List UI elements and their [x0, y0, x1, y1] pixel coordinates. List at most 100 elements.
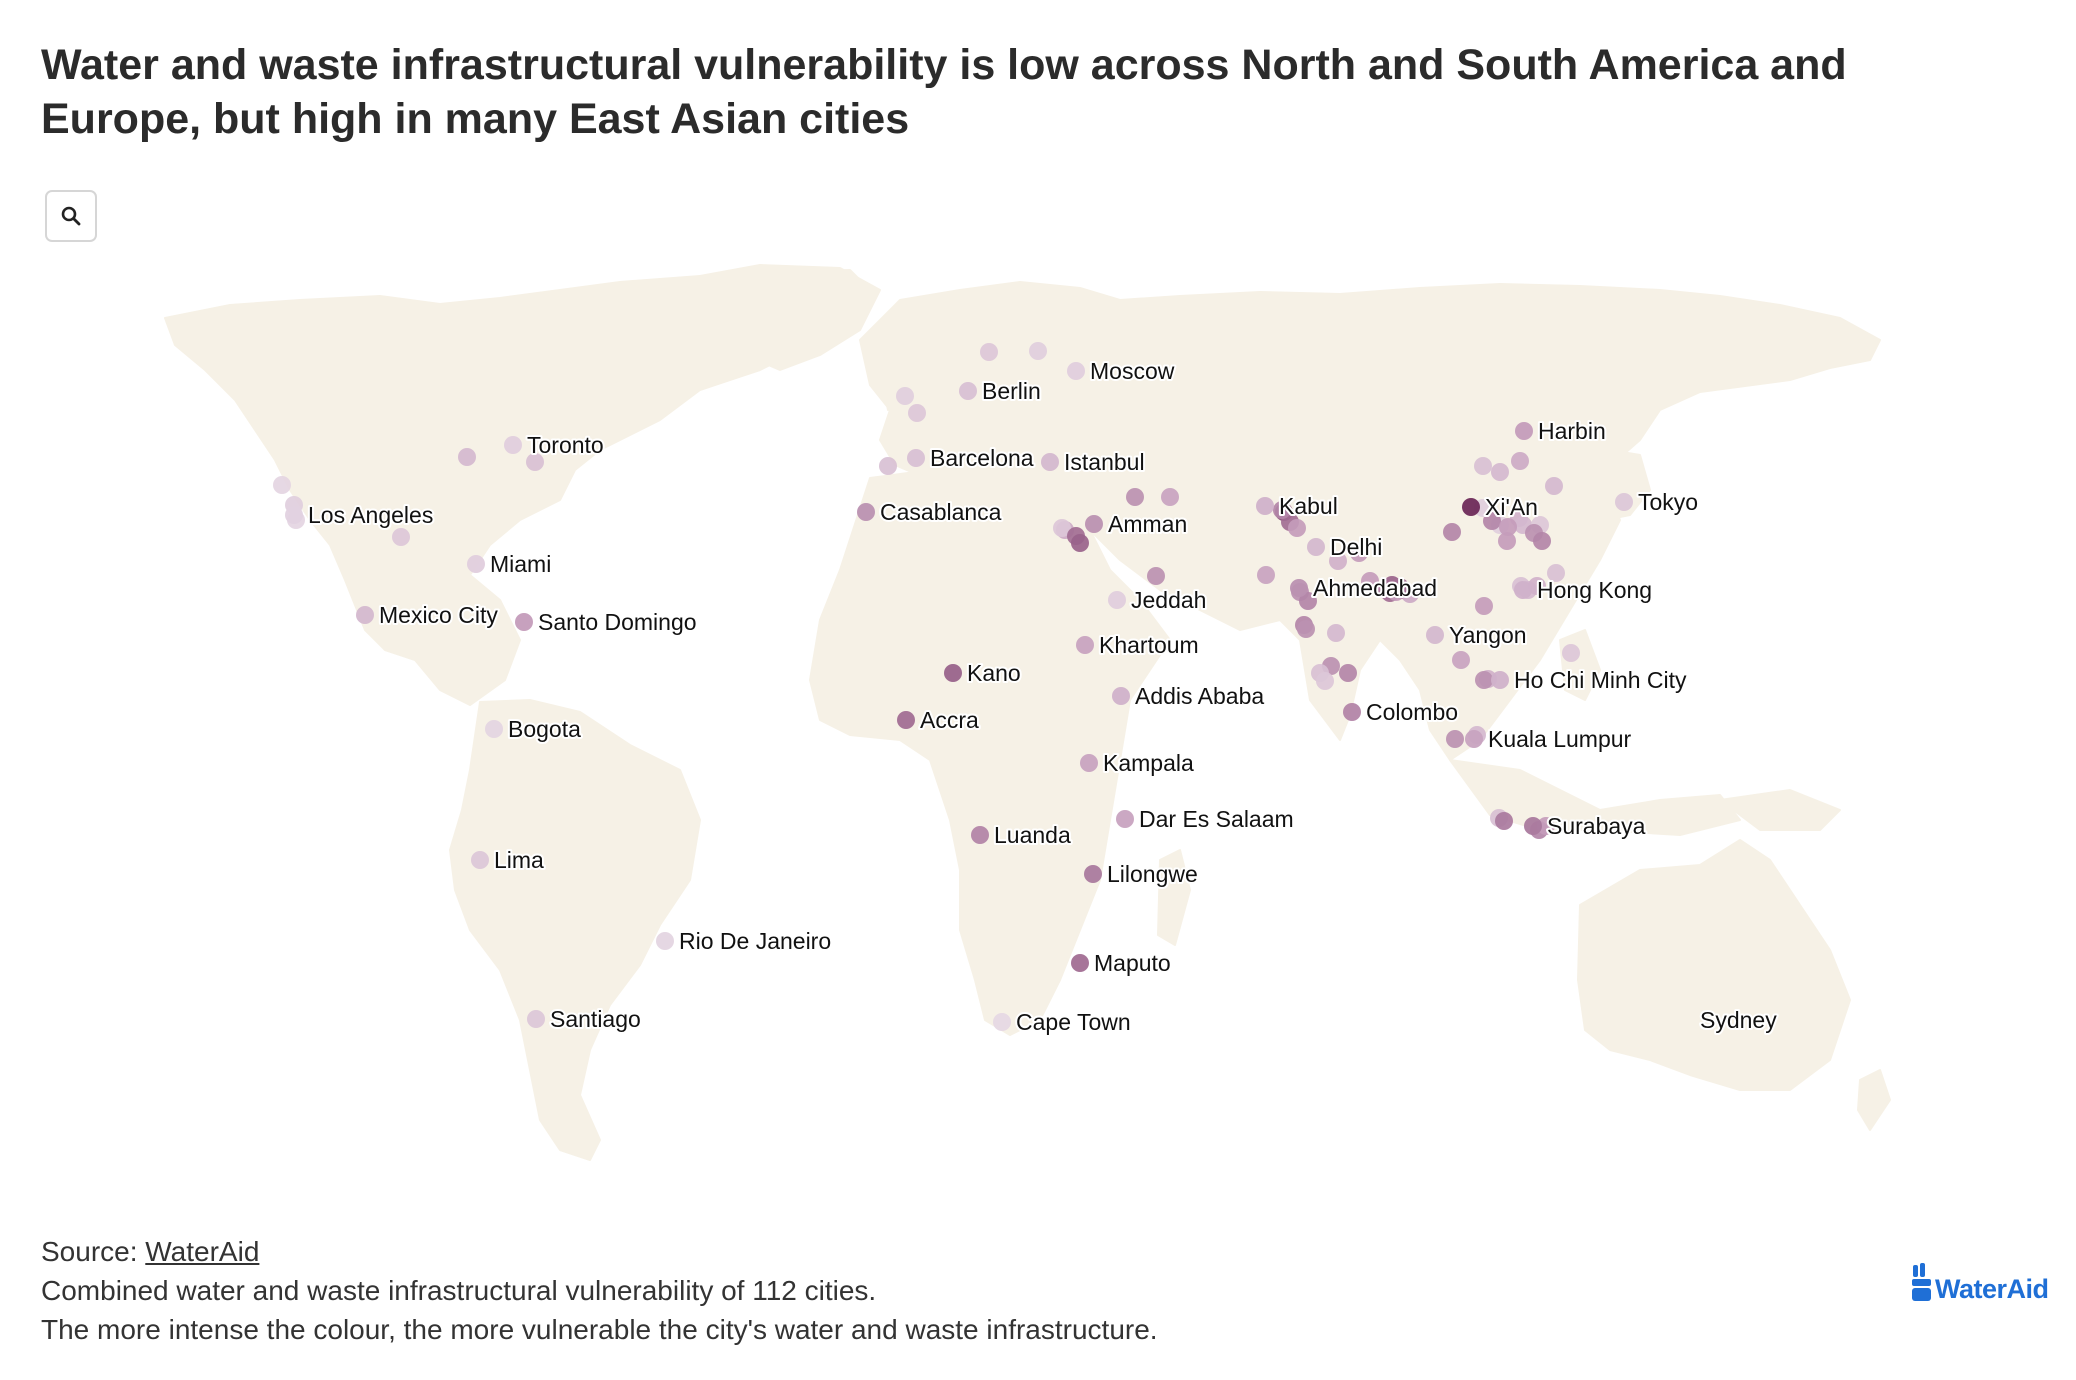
city-label: Addis Ababa: [1135, 683, 1264, 709]
city-marker-hong-kong[interactable]: [1514, 581, 1532, 599]
city-marker-tokyo[interactable]: [1615, 493, 1633, 511]
search-button[interactable]: [45, 190, 97, 242]
city-marker[interactable]: [1053, 519, 1071, 537]
city-marker[interactable]: [1511, 452, 1529, 470]
city-marker[interactable]: [1475, 597, 1493, 615]
land-greenland: [699, 264, 881, 371]
city-marker-colombo[interactable]: [1343, 703, 1361, 721]
city-label: Los Angeles: [308, 502, 433, 528]
city-marker[interactable]: [1327, 624, 1345, 642]
city-marker-toronto[interactable]: [504, 436, 522, 454]
city-marker[interactable]: [1350, 544, 1368, 562]
city-marker[interactable]: [1446, 730, 1464, 748]
city-label: Lima: [494, 847, 544, 873]
city-marker[interactable]: [1545, 477, 1563, 495]
city-marker[interactable]: [1273, 501, 1291, 519]
city-marker[interactable]: [392, 528, 410, 546]
city-marker[interactable]: [1299, 592, 1317, 610]
city-marker-bogota[interactable]: [485, 720, 503, 738]
land-masses: [164, 264, 1891, 1161]
city-marker[interactable]: [458, 448, 476, 466]
city-marker[interactable]: [1495, 812, 1513, 830]
city-label: Istanbul: [1064, 449, 1145, 475]
city-marker-casablanca[interactable]: [857, 503, 875, 521]
city-marker-mexico-city[interactable]: [356, 606, 374, 624]
city-marker[interactable]: [1547, 564, 1565, 582]
city-marker-berlin[interactable]: [959, 382, 977, 400]
city-marker-dar-es-salaam[interactable]: [1116, 810, 1134, 828]
city-marker-khartoum[interactable]: [1076, 636, 1094, 654]
city-marker[interactable]: [1339, 664, 1357, 682]
land-new-zealand: [1857, 1069, 1891, 1131]
city-marker-santo-domingo[interactable]: [515, 613, 533, 631]
city-marker[interactable]: [908, 404, 926, 422]
city-marker-xi-an[interactable]: [1462, 498, 1480, 516]
city-marker-lima[interactable]: [471, 851, 489, 869]
city-label: Luanda: [994, 822, 1071, 848]
city-label: Kabul: [1279, 493, 1338, 519]
city-marker[interactable]: [1533, 532, 1551, 550]
city-marker[interactable]: [1029, 342, 1047, 360]
city-marker-lilongwe[interactable]: [1084, 865, 1102, 883]
city-marker-surabaya[interactable]: [1524, 817, 1542, 835]
city-marker-barcelona[interactable]: [907, 449, 925, 467]
city-marker[interactable]: [1452, 651, 1470, 669]
city-marker[interactable]: [526, 453, 544, 471]
city-marker[interactable]: [896, 387, 914, 405]
land-australia: [1577, 839, 1851, 1091]
city-label: Tokyo: [1638, 489, 1698, 515]
city-marker[interactable]: [879, 457, 897, 475]
city-marker[interactable]: [1361, 572, 1379, 590]
city-marker[interactable]: [273, 476, 291, 494]
city-marker-kabul[interactable]: [1256, 497, 1274, 515]
city-marker-moscow[interactable]: [1067, 362, 1085, 380]
city-marker-los-angeles[interactable]: [285, 506, 303, 524]
city-marker-rio-de-janeiro[interactable]: [656, 932, 674, 950]
city-label: Ahmedabad: [1313, 575, 1437, 601]
city-marker[interactable]: [1288, 519, 1306, 537]
city-marker[interactable]: [1443, 523, 1461, 541]
city-marker[interactable]: [1147, 567, 1165, 585]
source-link[interactable]: WaterAid: [145, 1236, 260, 1267]
city-marker-yangon[interactable]: [1426, 626, 1444, 644]
city-marker[interactable]: [1297, 620, 1315, 638]
city-marker[interactable]: [1071, 534, 1089, 552]
city-label: Surabaya: [1547, 813, 1646, 839]
city-marker[interactable]: [1329, 552, 1347, 570]
city-label: Kampala: [1103, 750, 1194, 776]
city-marker[interactable]: [1475, 671, 1493, 689]
city-marker[interactable]: [1499, 518, 1517, 536]
city-marker-kuala-lumpur[interactable]: [1465, 730, 1483, 748]
city-marker[interactable]: [1483, 512, 1501, 530]
city-marker[interactable]: [980, 343, 998, 361]
city-marker-kampala[interactable]: [1080, 754, 1098, 772]
city-marker-luanda[interactable]: [971, 826, 989, 844]
city-marker-addis-ababa[interactable]: [1112, 687, 1130, 705]
city-marker-santiago[interactable]: [527, 1010, 545, 1028]
city-marker[interactable]: [1126, 488, 1144, 506]
city-marker[interactable]: [1391, 578, 1409, 596]
city-label: Santiago: [550, 1006, 641, 1032]
city-marker-amman[interactable]: [1085, 515, 1103, 533]
city-marker[interactable]: [1161, 488, 1179, 506]
city-marker[interactable]: [1528, 577, 1546, 595]
city-marker-harbin[interactable]: [1515, 422, 1533, 440]
city-marker[interactable]: [1316, 672, 1334, 690]
city-marker[interactable]: [1498, 532, 1516, 550]
city-marker[interactable]: [1562, 644, 1580, 662]
city-marker-miami[interactable]: [467, 555, 485, 573]
city-marker-accra[interactable]: [897, 711, 915, 729]
city-marker-ho-chi-minh-city[interactable]: [1491, 671, 1509, 689]
city-marker[interactable]: [1537, 817, 1555, 835]
city-marker[interactable]: [1474, 457, 1492, 475]
city-marker-ahmedabad[interactable]: [1290, 579, 1308, 597]
city-marker[interactable]: [1257, 566, 1275, 584]
city-marker-cape-town[interactable]: [993, 1013, 1011, 1031]
city-label: Ho Chi Minh City: [1514, 667, 1687, 693]
city-marker[interactable]: [1491, 463, 1509, 481]
city-marker-delhi[interactable]: [1307, 538, 1325, 556]
city-marker-istanbul[interactable]: [1041, 453, 1059, 471]
city-marker-jeddah[interactable]: [1108, 591, 1126, 609]
city-marker-kano[interactable]: [944, 664, 962, 682]
city-marker-maputo[interactable]: [1071, 954, 1089, 972]
